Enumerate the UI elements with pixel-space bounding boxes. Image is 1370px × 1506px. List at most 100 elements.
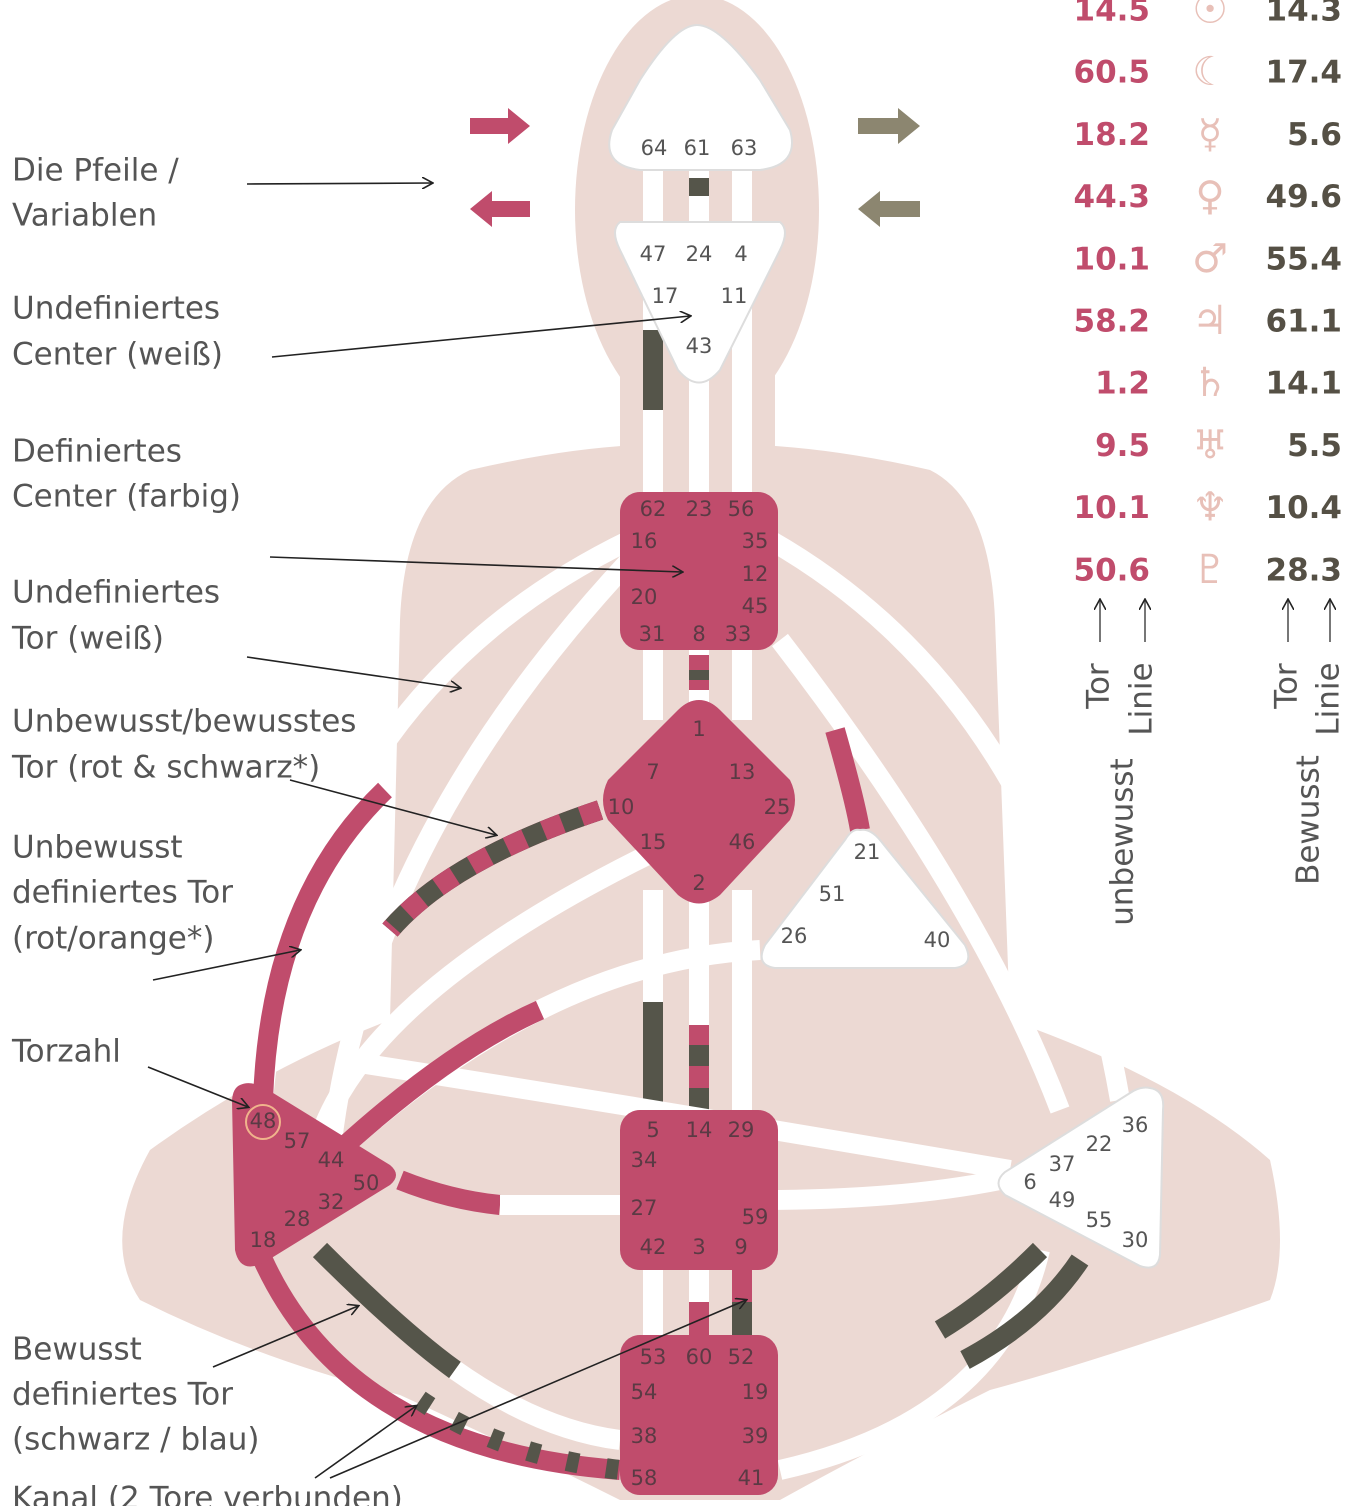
gate-number: 47 — [640, 242, 667, 266]
planet-symbol: ♂ — [1192, 236, 1228, 282]
gate-number: 63 — [731, 136, 758, 160]
gate-number: 6 — [1023, 1170, 1036, 1194]
gate-number: 38 — [631, 1424, 658, 1448]
planet-symbol: ♆ — [1192, 485, 1228, 531]
column-label: Tor — [1269, 663, 1305, 710]
gate-number: 56 — [728, 497, 755, 521]
gate-number: 54 — [631, 1380, 658, 1404]
annotation: Die Pfeile / — [12, 153, 179, 189]
annotation: Bewusst — [12, 1332, 142, 1368]
gate-number: 26 — [781, 924, 808, 948]
gate-number: 35 — [742, 529, 769, 553]
annotation: Undefiniertes — [12, 291, 220, 327]
annotation: Unbewusst/bewusstes — [12, 704, 356, 740]
gate-number: 12 — [742, 562, 769, 586]
gate-number: 46 — [729, 830, 756, 854]
annotation: Center (farbig) — [12, 479, 241, 515]
gate-number: 48 — [250, 1109, 277, 1133]
planet-symbol: ♃ — [1192, 298, 1228, 344]
unconscious-value: 50.6 — [1074, 552, 1151, 588]
unconscious-value: 60.5 — [1074, 55, 1151, 91]
conscious-value: 28.3 — [1266, 552, 1343, 588]
gate-number: 11 — [721, 284, 748, 308]
gate-number: 37 — [1049, 1152, 1076, 1176]
gate-number: 51 — [819, 882, 846, 906]
gate-number: 14 — [686, 1118, 713, 1142]
gate-number: 36 — [1122, 1113, 1149, 1137]
annotation-arrow — [247, 183, 432, 184]
annotation: definiertes Tor — [12, 875, 233, 911]
column-label: unbewusst — [1105, 758, 1141, 926]
gate-number: 2 — [692, 871, 705, 895]
annotation-arrow — [148, 1067, 248, 1107]
gate-number: 19 — [742, 1380, 769, 1404]
gate-number: 34 — [631, 1148, 658, 1172]
gate-number: 18 — [250, 1228, 277, 1252]
gate-number: 40 — [924, 928, 951, 952]
column-label: Linie — [1311, 662, 1347, 735]
unconscious-value: 44.3 — [1074, 179, 1151, 215]
annotation: Definiertes — [12, 434, 182, 470]
unconscious-value: 10.1 — [1074, 490, 1151, 526]
planet-symbol: ♇ — [1192, 547, 1228, 593]
planet-symbol: ♄ — [1192, 360, 1228, 406]
conscious-value: 14.1 — [1266, 366, 1343, 402]
gate-number: 7 — [646, 760, 659, 784]
bodygraph-page: 64 61 63 47 24 41 7 11 43 62 2 3 56 1 6 35 12 20 4 53 18 33 17… — [0, 0, 1370, 1506]
gate-number: 61 — [684, 136, 711, 160]
column-label: Tor — [1081, 663, 1117, 710]
gate-number: 4 — [734, 242, 747, 266]
gate-number: 10 — [608, 795, 635, 819]
conscious-value: 14.3 — [1266, 0, 1343, 29]
gate-number: 20 — [631, 585, 658, 609]
gate-number: 58 — [631, 1466, 658, 1490]
gate-number: 1 — [692, 717, 705, 741]
gate-number: 43 — [686, 334, 713, 358]
gate-number: 52 — [728, 1345, 755, 1369]
gate-number: 33 — [725, 622, 752, 646]
gate-number: 44 — [318, 1148, 345, 1172]
gate-number: 21 — [854, 840, 881, 864]
gate-number: 27 — [631, 1196, 658, 1220]
unconscious-value: 14.5 — [1074, 0, 1151, 29]
gate-number: 9 — [734, 1235, 747, 1259]
unconscious-value: 10.1 — [1074, 241, 1151, 277]
annotation-arrow — [315, 1406, 416, 1478]
annotation: definiertes Tor — [12, 1377, 233, 1413]
annotation: (schwarz / blau) — [12, 1422, 260, 1458]
conscious-value: 17.4 — [1266, 55, 1343, 91]
arrow — [470, 191, 530, 227]
gate-number: 64 — [641, 136, 668, 160]
annotation: Center (weiß) — [12, 337, 223, 373]
annotation: Kanal (2 Tore verbunden) — [12, 1481, 403, 1506]
gate-number: 3 — [692, 1235, 705, 1259]
planet-symbol: ☉ — [1192, 0, 1228, 33]
gate-number: 53 — [640, 1345, 667, 1369]
unconscious-value: 58.2 — [1074, 304, 1151, 340]
gate-number: 60 — [686, 1345, 713, 1369]
gate-number: 8 — [692, 622, 705, 646]
conscious-value: 61.1 — [1266, 304, 1343, 340]
annotation: Unbewusst — [12, 830, 183, 866]
gate-number: 17 — [652, 284, 679, 308]
annotation: Torzahl — [11, 1034, 121, 1070]
gate-number: 25 — [764, 795, 791, 819]
planet-symbol: ☿ — [1198, 111, 1223, 157]
conscious-value: 10.4 — [1266, 490, 1343, 526]
unconscious-value: 1.2 — [1095, 366, 1150, 402]
gate-number: 24 — [686, 242, 713, 266]
planet-table: 14.5☉14.360.5☾17.418.2☿5.644.3♀49.610.1♂… — [1074, 0, 1347, 926]
gate-number: 13 — [729, 760, 756, 784]
planet-symbol: ♀ — [1195, 174, 1224, 220]
annotation: (rot/orange*) — [12, 921, 214, 957]
column-label: Bewusst — [1291, 755, 1327, 885]
gate-number: 62 — [640, 497, 667, 521]
gate-number: 29 — [728, 1118, 755, 1142]
conscious-value: 49.6 — [1266, 179, 1343, 215]
column-label: Linie — [1124, 662, 1160, 735]
annotation: Tor (weiß) — [11, 621, 164, 657]
gate-number: 41 — [738, 1466, 765, 1490]
gate-number: 55 — [1086, 1208, 1113, 1232]
conscious-value: 5.6 — [1287, 117, 1342, 153]
gate-number: 28 — [284, 1207, 311, 1231]
